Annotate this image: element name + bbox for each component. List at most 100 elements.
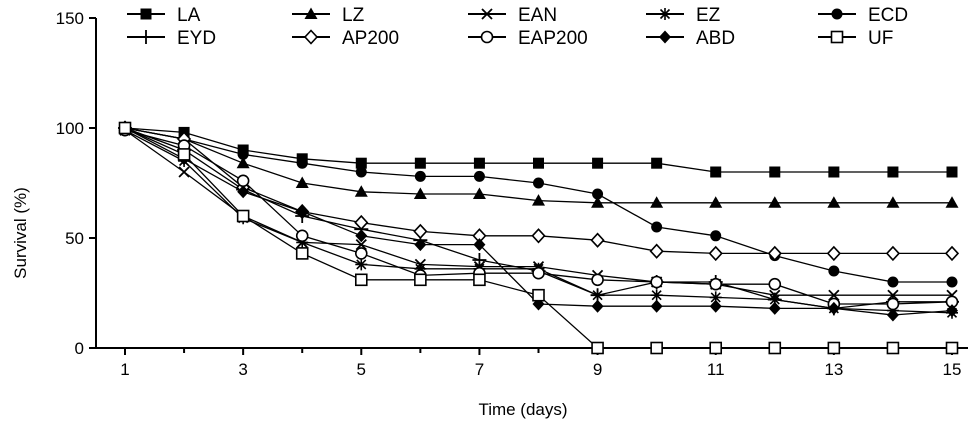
y-tick-label: 50	[65, 229, 84, 248]
legend-label-eap200: EAP200	[518, 28, 588, 49]
data-point-ecd	[414, 170, 426, 182]
legend-item-eyd: EYD	[127, 28, 216, 49]
data-point-lz	[945, 196, 959, 208]
data-point-ap200	[708, 245, 723, 262]
data-point-ecd	[355, 166, 367, 178]
legend-item-ap200: AP200	[292, 28, 399, 49]
data-point-ap200	[590, 232, 605, 248]
data-point-lz	[532, 194, 545, 206]
data-point-lz	[354, 185, 368, 197]
legend-item-ecd: ECD	[818, 5, 908, 26]
data-point-eap200	[295, 229, 309, 243]
legend-label-ez: EZ	[696, 5, 721, 26]
x-tick-label: 3	[238, 360, 247, 379]
legend-marker-ecd	[831, 8, 843, 20]
y-tick-label: 0	[75, 339, 84, 358]
legend-marker-ean	[481, 8, 493, 20]
data-point-ean	[178, 166, 190, 178]
data-point-ecd	[473, 170, 485, 182]
data-point-abd	[237, 185, 250, 199]
data-point-la	[946, 166, 958, 178]
data-point-eap200	[886, 297, 900, 311]
data-point-uf	[650, 341, 663, 355]
data-point-uf	[295, 247, 309, 260]
data-point-lz	[768, 196, 782, 208]
legend-marker-ez	[659, 8, 671, 20]
data-point-uf	[414, 273, 427, 287]
data-point-uf	[118, 121, 132, 135]
data-point-abd	[886, 308, 899, 322]
legend-marker-eap200	[480, 30, 494, 44]
data-point-ecd	[710, 230, 722, 242]
data-point-ecd	[887, 276, 899, 288]
data-point-ap200	[531, 228, 546, 244]
data-point-ez	[709, 291, 722, 304]
data-point-eap200	[532, 266, 545, 280]
data-point-lz	[650, 196, 664, 208]
data-point-uf	[945, 341, 959, 355]
data-point-uf	[709, 341, 723, 355]
data-point-lz	[591, 196, 605, 208]
legend-item-uf: UF	[818, 28, 893, 49]
data-point-ap200	[885, 245, 901, 262]
data-point-uf	[236, 209, 250, 223]
legend-item-ez: EZ	[646, 5, 721, 26]
data-point-ez	[414, 262, 427, 275]
data-point-ecd	[651, 221, 663, 233]
data-point-uf	[768, 341, 782, 355]
data-point-la	[769, 166, 781, 178]
data-point-abd	[768, 301, 781, 315]
y-tick-label: 100	[56, 119, 84, 138]
legend: LA LZ EAN EZ ECD EYD AP200 EAP200 ABD UF	[127, 5, 908, 49]
y-axis-title: Survival (%)	[11, 187, 30, 279]
data-point-eap200	[354, 247, 368, 260]
data-point-abd	[414, 238, 427, 252]
data-point-ez	[650, 289, 663, 302]
x-tick-label: 9	[593, 360, 602, 379]
data-point-eap200	[709, 277, 723, 291]
data-point-abd	[946, 304, 958, 318]
x-axis-title: Time (days)	[478, 400, 567, 419]
data-point-ez	[355, 258, 368, 271]
legend-item-la: LA	[127, 5, 201, 26]
data-point-la	[414, 157, 426, 169]
data-point-eap200	[650, 275, 663, 289]
legend-item-eap200: EAP200	[468, 28, 588, 49]
data-point-la	[533, 157, 544, 169]
legend-item-abd: ABD	[646, 28, 735, 49]
legend-marker-ap200	[303, 29, 319, 45]
data-point-ez	[296, 236, 309, 249]
data-point-la	[887, 166, 899, 178]
legend-marker-lz	[304, 7, 318, 19]
data-point-la	[592, 157, 604, 169]
data-point-ecd	[533, 177, 544, 189]
data-point-eap200	[768, 277, 782, 291]
data-point-ecd	[296, 157, 308, 169]
data-point-lz	[886, 196, 900, 208]
data-point-abd	[709, 299, 722, 313]
data-point-abd	[827, 301, 840, 315]
data-point-ecd	[592, 188, 604, 200]
legend-item-ean: EAN	[468, 5, 557, 26]
data-point-lz	[295, 176, 309, 188]
legend-item-lz: LZ	[292, 5, 365, 26]
data-point-ap200	[649, 243, 664, 259]
x-ticks: 1 3 5 7 9 11 13 15	[120, 348, 961, 379]
data-point-ap200	[826, 245, 841, 262]
legend-label-ecd: ECD	[868, 5, 908, 26]
legend-marker-abd	[659, 30, 671, 44]
data-point-ap200	[413, 223, 428, 240]
data-point-ap200	[944, 245, 960, 262]
data-point-eap200	[236, 174, 250, 188]
x-tick-label: 1	[120, 360, 129, 379]
data-point-uf	[886, 341, 900, 355]
data-point-uf	[532, 288, 545, 302]
series-uf	[118, 121, 959, 355]
data-point-ean	[828, 289, 840, 301]
data-point-lz	[827, 196, 841, 208]
data-point-uf	[354, 273, 368, 287]
data-point-eap200	[591, 273, 604, 287]
y-ticks: 0 50 100 150	[56, 9, 96, 358]
data-point-lz	[413, 187, 427, 199]
data-point-ap200	[354, 214, 369, 231]
